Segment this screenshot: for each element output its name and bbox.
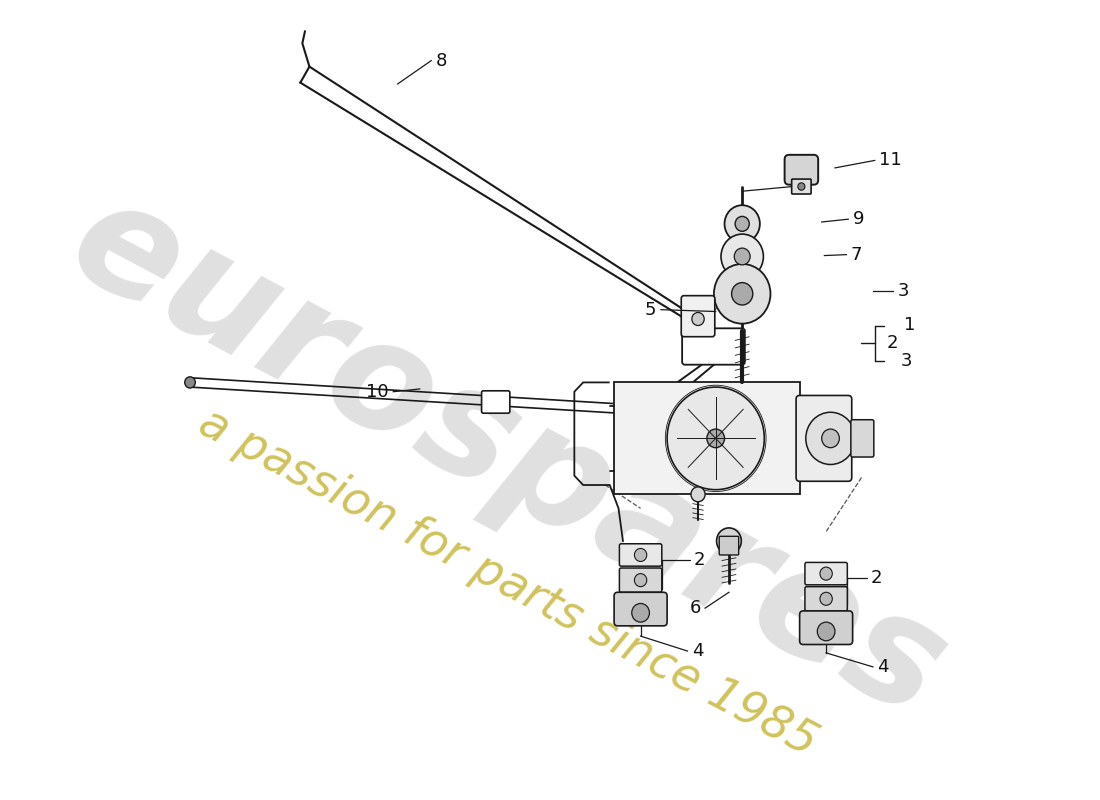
Circle shape [692, 313, 704, 326]
Text: 2: 2 [870, 570, 882, 587]
Text: 10: 10 [366, 382, 388, 401]
Text: 4: 4 [878, 658, 889, 676]
FancyBboxPatch shape [792, 179, 811, 194]
FancyBboxPatch shape [800, 611, 852, 645]
Circle shape [732, 282, 752, 305]
FancyBboxPatch shape [805, 562, 847, 585]
FancyBboxPatch shape [619, 568, 662, 592]
FancyBboxPatch shape [614, 382, 800, 494]
Text: eurospares: eurospares [46, 165, 969, 750]
FancyBboxPatch shape [805, 586, 847, 611]
Text: 1: 1 [904, 315, 915, 334]
Circle shape [798, 183, 805, 190]
Text: 8: 8 [436, 52, 447, 70]
Text: 11: 11 [879, 151, 902, 170]
Circle shape [734, 248, 750, 265]
FancyBboxPatch shape [614, 592, 667, 626]
Circle shape [822, 429, 839, 448]
FancyBboxPatch shape [851, 420, 873, 457]
FancyBboxPatch shape [482, 391, 509, 413]
Circle shape [806, 412, 856, 465]
Circle shape [820, 567, 833, 580]
Circle shape [667, 387, 764, 490]
Text: 3: 3 [898, 282, 910, 300]
Text: 2: 2 [694, 550, 705, 569]
Text: 3: 3 [900, 352, 912, 370]
Circle shape [635, 549, 647, 562]
Circle shape [720, 234, 763, 279]
Text: 9: 9 [852, 210, 865, 228]
Circle shape [635, 574, 647, 586]
FancyBboxPatch shape [682, 328, 745, 365]
Circle shape [691, 487, 705, 502]
Text: 7: 7 [851, 246, 862, 264]
FancyBboxPatch shape [619, 544, 662, 566]
Text: a passion for parts since 1985: a passion for parts since 1985 [191, 400, 825, 766]
Circle shape [714, 264, 770, 324]
FancyBboxPatch shape [784, 155, 818, 185]
Circle shape [707, 429, 725, 448]
Text: 6: 6 [690, 599, 701, 617]
Text: 4: 4 [692, 642, 703, 660]
Circle shape [725, 205, 760, 242]
Circle shape [817, 622, 835, 641]
Text: 2: 2 [887, 334, 898, 352]
FancyBboxPatch shape [719, 536, 739, 555]
Circle shape [631, 603, 649, 622]
Circle shape [185, 377, 196, 388]
Circle shape [735, 216, 749, 231]
FancyBboxPatch shape [681, 296, 715, 337]
Text: 5: 5 [645, 301, 657, 318]
FancyBboxPatch shape [796, 395, 851, 482]
Circle shape [820, 592, 833, 606]
Circle shape [716, 528, 741, 554]
